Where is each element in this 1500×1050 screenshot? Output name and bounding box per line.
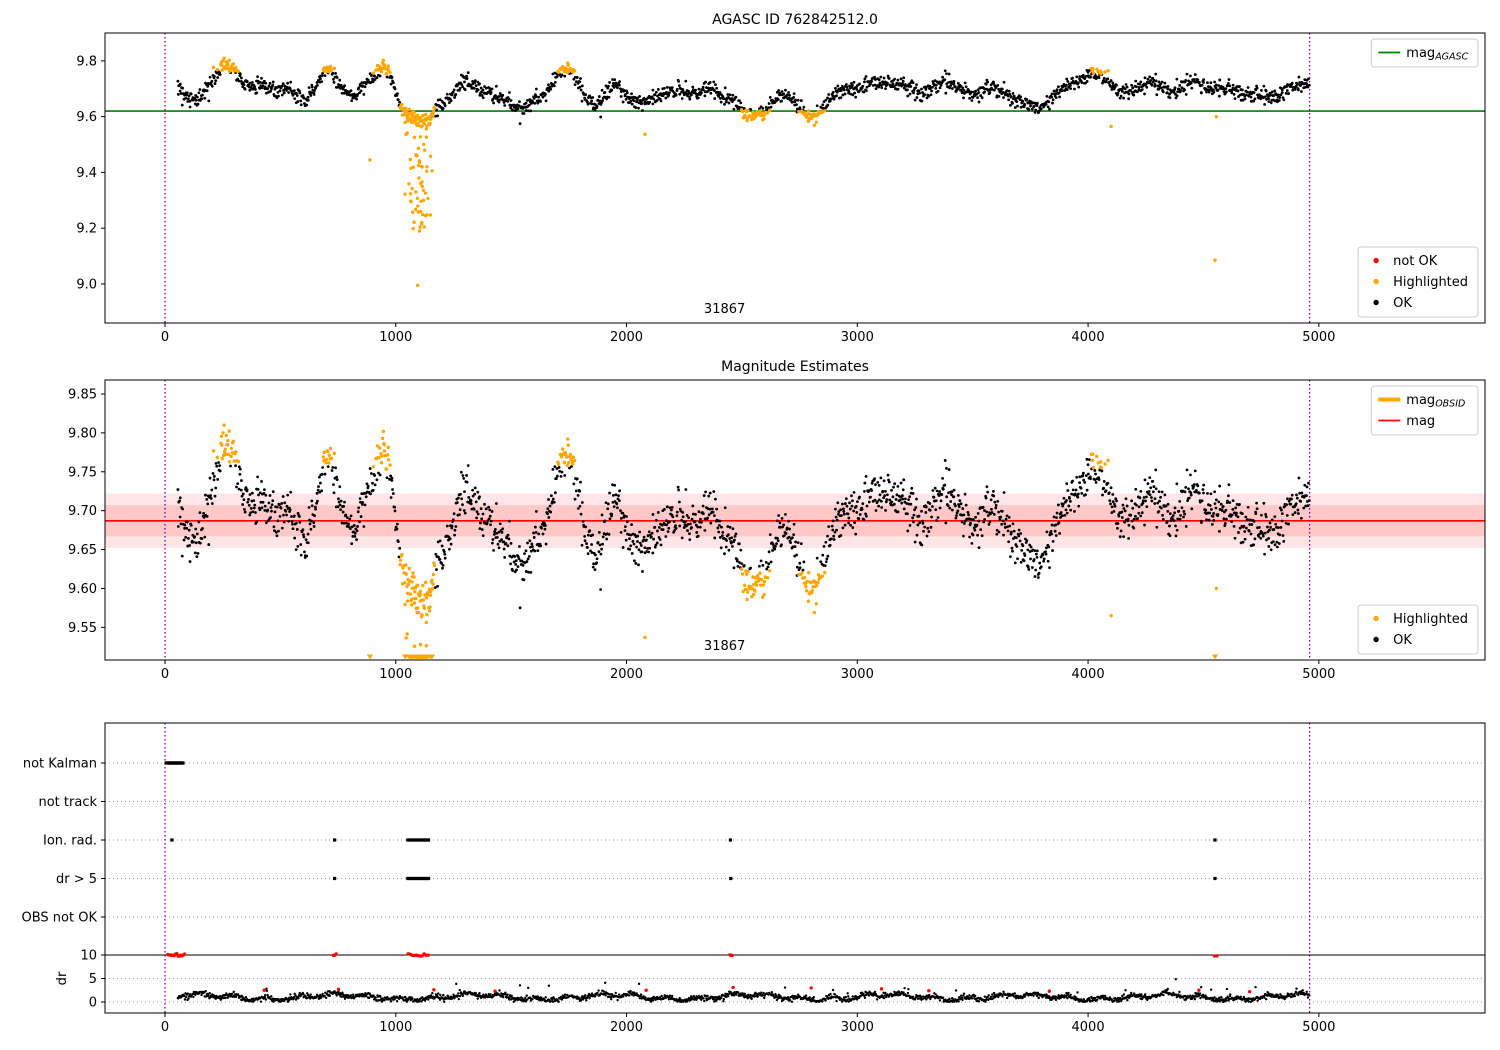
legend-upper-right: magOBSID mag [1370,385,1479,436]
x-tick-label: 3000 [841,1020,874,1035]
axes-frame [104,722,1486,1014]
x-tick-label: 4000 [1072,1020,1105,1035]
axes-frame [104,379,1486,661]
plot-title: Magnitude Estimates [721,359,869,375]
clipped-marker [366,654,374,660]
x-tick-label: 3000 [841,667,874,682]
clipped-marker [421,654,428,660]
category-label: Ion. rad. [43,834,97,849]
x-tick-label: 1000 [379,1020,412,1035]
y-axis: 9.0 9.2 9.4 9.6 9.8 [76,54,105,292]
y-tick-label: 9.6 [76,110,97,125]
x-tick-label: 2000 [610,667,643,682]
series-highlighted-points [211,423,1219,648]
subplot-mag-estimates: 0 1000 2000 3000 4000 5000 9.55 9.60 9.65 9.70 9.7… [68,359,1486,682]
x-tick-label: 2000 [610,330,643,345]
series-highlighted-points [211,56,1219,288]
legend-label: magOBSID [1406,393,1465,410]
obsid-annotation: 31867 [704,302,745,317]
legend-box [1357,246,1479,318]
legend-label: OK [1393,633,1412,648]
legend-box [1370,38,1479,68]
y-axis: 9.55 9.60 9.65 9.70 9.75 9.80 9.85 [68,388,105,636]
y-tick-label: 9.0 [76,277,97,292]
subplot-mag-agasc: 0 1000 2000 3000 4000 5000 9.0 9.2 9.4 9.6 9.8 AGAS… [76,12,1486,345]
grid-lines [105,762,1485,1003]
x-axis: 0 1000 2000 3000 4000 5000 [161,1013,1335,1035]
clipped-marker [413,654,421,660]
x-tick-label: 2000 [610,1020,643,1035]
flag-row-not-kalman [164,761,185,765]
legend-lower-right: not OK Highlighted OK [1357,246,1479,318]
legend-label: not OK [1393,254,1438,269]
x-tick-label: 1000 [379,667,412,682]
series-ok-points [176,68,1311,126]
series-ok-points [176,457,1311,610]
y-tick-label: 9.8 [76,54,97,69]
x-tick-label: 3000 [841,330,874,345]
x-tick-label: 0 [161,667,169,682]
clipped-marker [1211,654,1219,660]
legend-box [1357,604,1479,655]
x-tick-label: 5000 [1302,667,1335,682]
legend-dot-sample [1373,615,1379,622]
interval-vlines [164,380,1311,660]
dr-axis-label: dr [55,971,70,985]
legend-label: Highlighted [1393,275,1468,290]
interval-vlines [164,33,1311,323]
x-axis: 0 1000 2000 3000 4000 5000 [161,660,1335,682]
flag-row-dr-gt-5 [333,876,1217,881]
dr-tick-label: 10 [80,949,97,964]
dr-tick-label: 0 [89,996,97,1011]
clipped-points [366,654,1219,660]
dr-ok-points [176,977,1311,1004]
y-tick-label: 9.2 [76,222,97,237]
category-label: OBS not OK [22,911,98,926]
y-tick-label: 9.80 [68,426,97,441]
x-axis: 0 1000 2000 3000 4000 5000 [161,323,1335,345]
y-tick-label: 9.75 [68,465,97,480]
subplot-flags-dr: not Kalman not track Ion. rad. dr > 5 OBS no… [22,722,1486,1035]
flag-row-ion-rad [170,838,1217,842]
dr-tick-label: 5 [89,972,97,987]
x-tick-label: 1000 [379,330,412,345]
y-tick-label: 9.85 [68,388,97,403]
y-tick-label: 9.60 [68,582,97,597]
legend-dot-sample [1373,299,1379,306]
y-tick-label: 9.4 [76,166,97,181]
obsid-annotation: 31867 [704,639,745,654]
legend-lower-right: Highlighted OK [1357,604,1479,655]
category-label: not track [38,795,97,810]
category-label: dr > 5 [56,872,97,887]
x-tick-label: 4000 [1072,667,1105,682]
legend-upper-right: magAGASC [1370,38,1479,68]
x-tick-label: 5000 [1302,1020,1335,1035]
axes-frame [104,32,1486,324]
plot-title: AGASC ID 762842512.0 [712,12,878,28]
legend-label: Highlighted [1393,612,1468,627]
y-tick-label: 9.70 [68,504,97,519]
y-tick-label: 9.65 [68,543,97,558]
interval-vlines [164,723,1311,1013]
legend-label: OK [1393,296,1412,311]
x-tick-label: 5000 [1302,330,1335,345]
legend-dot-sample [1373,257,1379,264]
y-axis: not Kalman not track Ion. rad. dr > 5 OBS no… [22,757,105,1011]
x-tick-label: 4000 [1072,330,1105,345]
category-label: not Kalman [23,757,97,772]
legend-dot-sample [1373,636,1379,643]
legend-dot-sample [1373,278,1379,285]
x-tick-label: 0 [161,1020,169,1035]
x-tick-label: 0 [161,330,169,345]
dr-not-ok-points [166,952,1252,994]
legend-label: magAGASC [1406,46,1468,63]
legend-label: mag [1406,414,1435,429]
y-tick-label: 9.55 [68,621,97,636]
